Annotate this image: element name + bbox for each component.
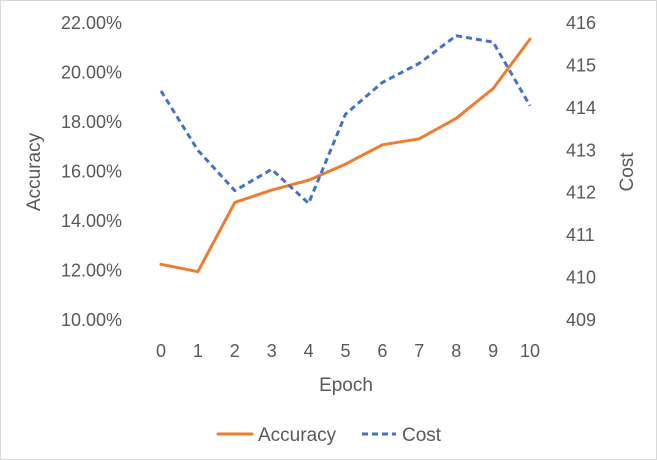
left-tick-label: 20.00% [61,63,122,83]
x-tick-label: 0 [156,341,166,361]
series-line-accuracy [159,37,532,274]
left-tick-label: 22.00% [61,13,122,33]
left-tick-label: 18.00% [61,112,122,132]
x-tick-label: 4 [304,341,314,361]
x-axis-title: Epoch [319,375,373,396]
right-axis-title: Cost [617,152,638,192]
series-layer [159,34,532,274]
x-tick-label: 7 [414,341,424,361]
legend: Accuracy Cost [216,425,442,446]
right-tick-label: 416 [566,13,596,33]
right-tick-label: 412 [566,183,596,203]
left-axis-ticks: 10.00% 12.00% 14.00% 16.00% 18.00% 20.00% 22.0… [61,13,122,330]
legend-label-accuracy: Accuracy [258,425,337,446]
x-tick-label: 8 [451,341,461,361]
x-tick-label: 5 [340,341,350,361]
series-line-cost [159,34,532,205]
right-tick-label: 413 [566,140,596,160]
x-tick-label: 1 [193,341,203,361]
legend-label-cost: Cost [402,425,442,446]
x-tick-label: 9 [488,341,498,361]
x-tick-label: 3 [267,341,277,361]
left-tick-label: 12.00% [61,261,122,281]
right-tick-label: 415 [566,55,596,75]
x-tick-label: 10 [520,341,540,361]
right-tick-label: 411 [566,225,595,245]
x-tick-label: 2 [230,341,240,361]
x-axis-ticks: 0 1 2 3 4 5 6 7 8 9 10 [156,341,540,361]
right-tick-label: 414 [566,98,596,118]
left-tick-label: 16.00% [61,162,122,182]
right-tick-label: 410 [566,268,596,288]
x-tick-label: 6 [377,341,387,361]
left-axis-title: Accuracy [24,132,45,211]
left-tick-label: 10.00% [61,310,122,330]
right-tick-label: 409 [566,310,596,330]
right-axis-ticks: 409 410 411 412 413 414 415 416 [566,13,596,330]
left-tick-label: 14.00% [61,211,122,231]
